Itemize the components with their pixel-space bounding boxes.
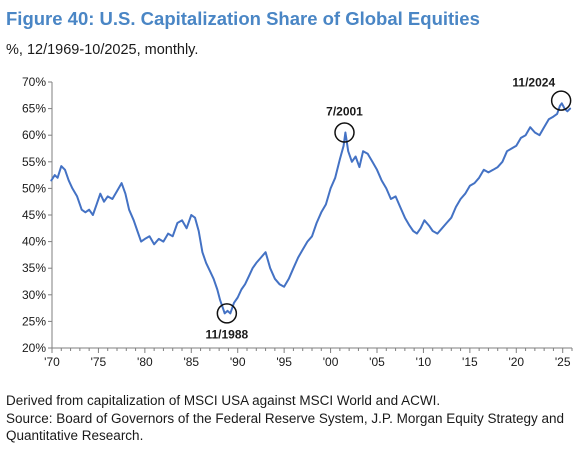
x-tick-label: '20	[508, 355, 524, 369]
annotation-circle	[216, 303, 238, 324]
chart-subtitle: %, 12/1969-10/2025, monthly.	[6, 42, 199, 58]
annotation-circle	[550, 90, 572, 111]
y-tick-label: 25%	[22, 314, 46, 328]
line-chart: 20% 25% 30% 35% 40% 45% 50% 55% 60% 65% 70% '70 '75 '…	[22, 75, 573, 369]
x-tick-label: '05	[369, 355, 385, 369]
y-tick-label: 40%	[22, 235, 46, 249]
annotation-label: 11/2024	[512, 76, 555, 90]
chart-title: Figure 40: U.S. Capitalization Share of …	[6, 8, 480, 29]
y-tick-label: 55%	[22, 155, 46, 169]
x-tick-label: '10	[416, 355, 432, 369]
y-tick-label: 35%	[22, 261, 46, 275]
chart-series-layer	[50, 102, 572, 315]
y-tick-label: 60%	[22, 128, 46, 142]
y-tick-label: 50%	[22, 181, 46, 195]
x-tick-label: '80	[137, 355, 153, 369]
chart-source: Source: Board of Governors of the Federa…	[6, 410, 565, 444]
x-tick-label: '95	[276, 355, 292, 369]
y-tick-label: 70%	[22, 75, 46, 89]
x-tick-label: '85	[183, 355, 199, 369]
y-tick-label: 30%	[22, 288, 46, 302]
annotation-circle	[334, 122, 355, 143]
chart-axes: 20% 25% 30% 35% 40% 45% 50% 55% 60% 65% 70% '70 '75 '…	[22, 75, 573, 369]
chart-notes: Derived from capitalization of MSCI USA …	[6, 392, 578, 445]
x-tick-label: '15	[462, 355, 478, 369]
x-tick-label: '70	[44, 355, 60, 369]
x-tick-label: '25	[555, 355, 571, 369]
y-tick-label: 20%	[22, 341, 46, 355]
annotation-label: 11/1988	[205, 327, 248, 341]
annotation-label: 7/2001	[326, 105, 363, 119]
series-line	[50, 102, 572, 315]
x-tick-label: '00	[323, 355, 339, 369]
y-tick-label: 65%	[22, 102, 46, 116]
x-tick-label: '90	[230, 355, 246, 369]
x-tick-label: '75	[91, 355, 107, 369]
chart-annotations: 11/1988 7/2001 11/2024	[205, 76, 572, 341]
chart-note: Derived from capitalization of MSCI USA …	[6, 393, 441, 408]
y-tick-label: 45%	[22, 208, 46, 222]
